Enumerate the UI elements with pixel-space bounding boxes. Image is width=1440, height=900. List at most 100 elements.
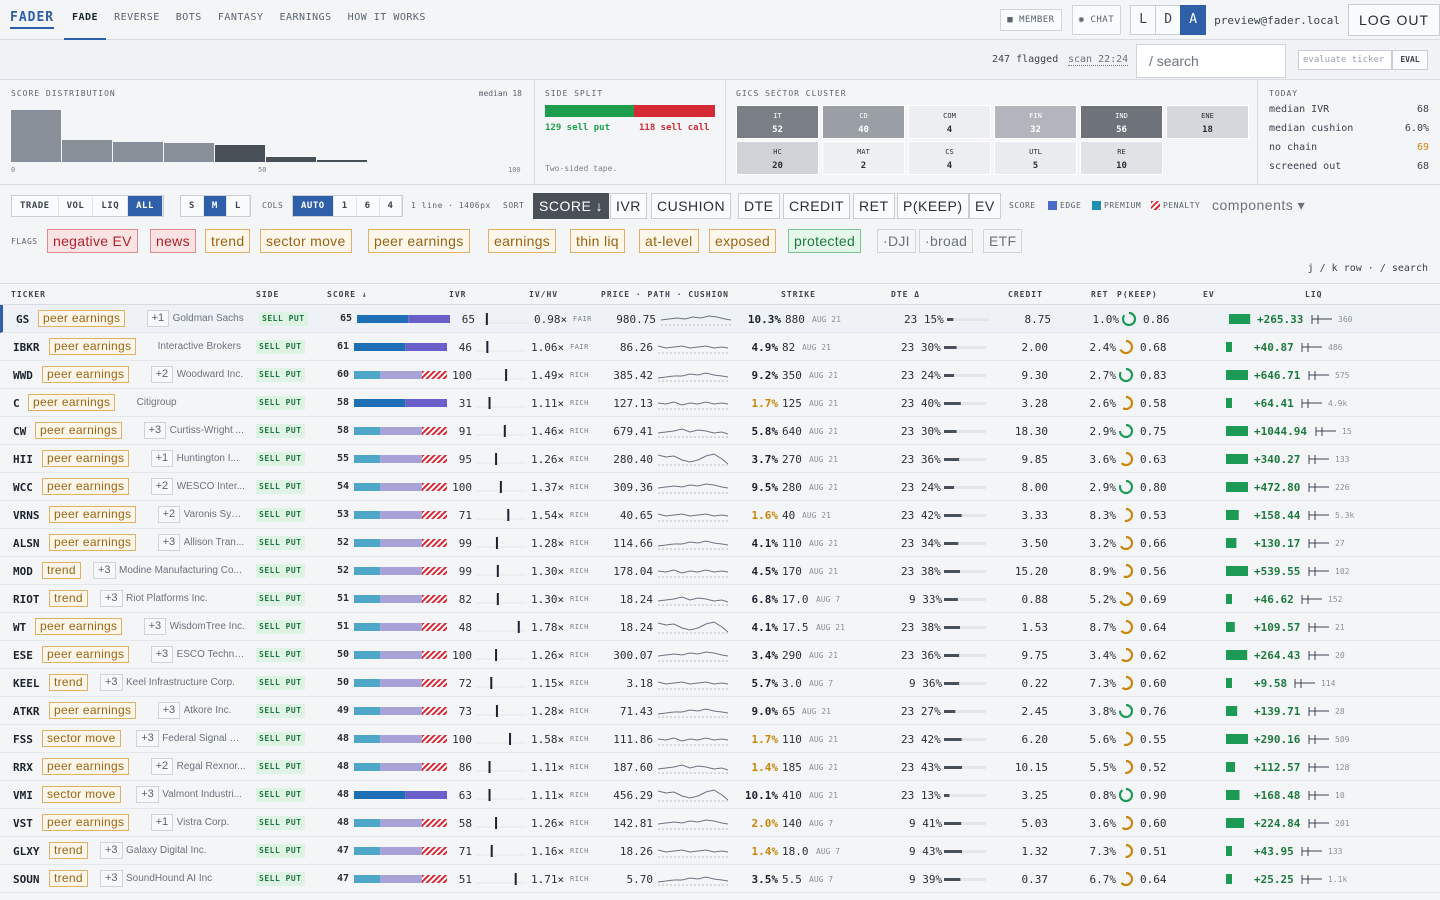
table-row[interactable]: GLXY trend +3 Galaxy Digital Inc. SELL PUT 47… [0, 837, 1440, 865]
flag-tag[interactable]: peer earnings [49, 534, 137, 551]
more-flags-badge[interactable]: +1 [150, 814, 174, 831]
flag-tag[interactable]: peer earnings [42, 450, 130, 467]
sort-score[interactable]: SCORE ↓ [533, 193, 610, 219]
ticker[interactable]: FSS [13, 733, 33, 746]
sector-cell-hc[interactable]: HC 20 [736, 141, 819, 175]
flag-earnings[interactable]: earnings [488, 229, 557, 253]
more-flags-badge[interactable]: +2 [150, 366, 174, 383]
ticker[interactable]: VMI [13, 789, 33, 802]
sort-ret[interactable]: RET [853, 193, 895, 219]
ticker[interactable]: KEEL [13, 677, 40, 690]
col-ivr[interactable]: IVR [449, 290, 467, 299]
tab-fantasy[interactable]: FANTASY [217, 12, 264, 23]
density-s[interactable]: S [181, 196, 204, 216]
ticker[interactable]: GLXY [13, 845, 40, 858]
eval-button[interactable]: EVAL [1392, 50, 1428, 70]
ticker[interactable]: WT [13, 621, 27, 634]
more-flags-badge[interactable]: +3 [100, 674, 123, 691]
flag-tag[interactable]: sector move [42, 786, 121, 803]
more-flags-badge[interactable]: +3 [157, 702, 181, 719]
ticker[interactable]: IBKR [13, 341, 40, 354]
more-flags-badge[interactable]: +2 [157, 506, 181, 523]
flag-tag[interactable]: peer earnings [49, 338, 137, 355]
more-flags-badge[interactable]: +3 [93, 562, 116, 579]
more-flags-badge[interactable]: +2 [150, 758, 174, 775]
sort-ev[interactable]: EV [969, 193, 1001, 219]
table-row[interactable]: VST peer earnings +1 Vistra Corp. SELL PUT 48… [0, 809, 1440, 837]
flag-tag[interactable]: peer earnings [42, 478, 130, 495]
ticker[interactable]: ESE [13, 649, 33, 662]
more-flags-badge[interactable]: +1 [146, 310, 170, 327]
table-row[interactable]: ALSN peer earnings +3 Allison Tran... SELL P… [0, 529, 1440, 557]
flag-tag[interactable]: trend [42, 562, 81, 579]
flag-tag[interactable]: peer earnings [42, 366, 130, 383]
flag-thin-liq[interactable]: thin liq [570, 229, 625, 253]
more-flags-badge[interactable]: +3 [100, 870, 123, 887]
flag-tag[interactable]: trend [49, 674, 88, 691]
sort-credit[interactable]: CREDIT [783, 193, 851, 219]
sector-cell-fin[interactable]: FIN 32 [994, 105, 1077, 139]
ticker[interactable]: GS [16, 313, 30, 326]
ticker[interactable]: HII [13, 453, 33, 466]
more-flags-badge[interactable]: +3 [136, 786, 159, 803]
flag-tag[interactable]: peer earnings [49, 702, 137, 719]
sector-cell-re[interactable]: RE 10 [1080, 141, 1163, 175]
table-row[interactable]: WCC peer earnings +2 WESCO Inter... SELL PUT… [0, 473, 1440, 501]
cols-6[interactable]: 6 [357, 196, 380, 216]
ticker[interactable]: SOUN [13, 873, 40, 886]
tab-earnings[interactable]: EARNINGS [279, 12, 332, 23]
col-liq[interactable]: LIQ [1305, 290, 1323, 299]
table-row[interactable]: GS peer earnings +1 Goldman Sachs SELL PUT 65… [0, 305, 1440, 333]
flag-tag[interactable]: sector move [42, 730, 121, 747]
flag-tag[interactable]: peer earnings [49, 506, 137, 523]
more-flags-badge[interactable]: +3 [100, 590, 123, 607]
more-flags-badge[interactable]: +3 [136, 730, 159, 747]
cols-auto[interactable]: AUTO [293, 196, 334, 216]
table-row[interactable]: RRX peer earnings +2 Regal Rexnor... SELL PU… [0, 753, 1440, 781]
search-input[interactable]: / search [1136, 44, 1286, 78]
sector-cell-cs[interactable]: CS 4 [908, 141, 991, 175]
theme-dark[interactable]: D [1155, 5, 1182, 35]
sort-ivr[interactable]: IVR [610, 193, 647, 219]
sort-cushion[interactable]: CUSHION [651, 193, 732, 219]
flag-negative-ev[interactable]: negative EV [47, 229, 138, 253]
sector-cell-cd[interactable]: CD 40 [822, 105, 905, 139]
sector-cell-ene[interactable]: ENE 18 [1166, 105, 1249, 139]
col-ev[interactable]: EV [1203, 290, 1215, 299]
table-row[interactable]: CW peer earnings +3 Curtiss-Wright ... SELL … [0, 417, 1440, 445]
chat-button[interactable]: ◉ CHAT [1071, 5, 1122, 35]
evaluate-ticker-input[interactable]: evaluate ticker [1298, 50, 1392, 70]
flag-exposed[interactable]: exposed [709, 229, 777, 253]
table-row[interactable]: WT peer earnings +3 WisdomTree Inc. SELL PUT… [0, 613, 1440, 641]
ticker[interactable]: ATKR [13, 705, 40, 718]
ticker[interactable]: RIOT [13, 593, 40, 606]
sort-dte[interactable]: DTE [738, 193, 780, 219]
ticker[interactable]: WWD [13, 369, 33, 382]
flag-tag[interactable]: peer earnings [28, 394, 116, 411]
col-score[interactable]: SCORE ↓ [327, 290, 368, 299]
table-row[interactable]: IBKR peer earnings Interactive Brokers SELL… [0, 333, 1440, 361]
density-l[interactable]: L [227, 196, 250, 216]
sector-cell-ind[interactable]: IND 56 [1080, 105, 1163, 139]
tab-fade[interactable]: FADE [64, 0, 107, 40]
table-row[interactable]: HII peer earnings +1 Huntington I... SELL PU… [0, 445, 1440, 473]
flag-etf[interactable]: ETF [983, 229, 1023, 253]
tab-bots[interactable]: BOTS [175, 12, 202, 23]
col-side[interactable]: SIDE [256, 290, 280, 299]
more-flags-badge[interactable]: +3 [143, 618, 167, 635]
more-flags-badge[interactable]: +3 [143, 422, 167, 439]
flag-tag[interactable]: peer earnings [42, 814, 130, 831]
sector-cell-it[interactable]: IT 52 [736, 105, 819, 139]
sector-cell-com[interactable]: COM 4 [908, 105, 991, 139]
theme-auto[interactable]: A [1180, 5, 1207, 35]
col-price-path-cushion[interactable]: PRICE · PATH · CUSHION [601, 290, 729, 299]
cols-4[interactable]: 4 [380, 196, 403, 216]
flag-broad[interactable]: ·broad [919, 229, 974, 253]
flag-tag[interactable]: peer earnings [42, 646, 130, 663]
more-flags-badge[interactable]: +2 [150, 478, 174, 495]
flag-tag[interactable]: peer earnings [35, 422, 123, 439]
ticker[interactable]: C [13, 397, 20, 410]
ticker[interactable]: WCC [13, 481, 33, 494]
brand-logo[interactable]: FADER [10, 10, 55, 29]
